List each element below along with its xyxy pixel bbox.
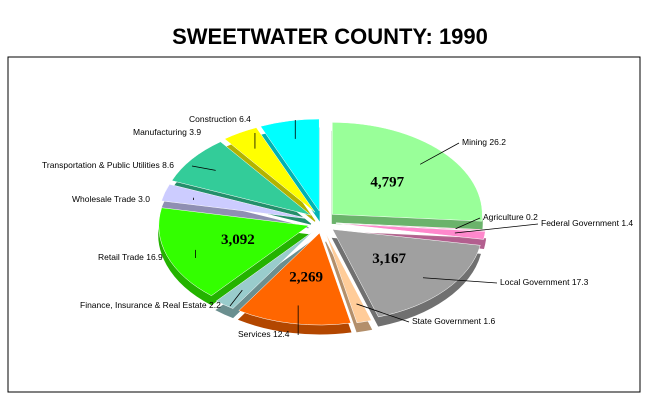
slice-label: Finance, Insurance & Real Estate 2.2 [80, 300, 221, 310]
count-label: 3,167 [372, 251, 406, 267]
chart-title: SWEETWATER COUNTY: 1990 [172, 24, 488, 49]
slice-label: Local Government 17.3 [500, 277, 589, 287]
slice-label: State Government 1.6 [412, 316, 495, 326]
slice-value: 17.3 [572, 277, 589, 287]
leader-line [454, 223, 539, 234]
category-name: State Government [412, 316, 482, 326]
category-name: Agriculture [483, 212, 524, 222]
slice-value: 6.4 [239, 114, 251, 124]
slice-label: Services 12.4 [238, 329, 290, 339]
slice-value: 3.9 [189, 127, 201, 137]
slice [161, 184, 309, 220]
slice [158, 207, 310, 296]
category-name: Local Government [500, 277, 570, 287]
slice-value: 16.9 [146, 252, 163, 262]
slice-value: 0.2 [526, 212, 538, 222]
count-label: 3,092 [221, 232, 255, 248]
category-name: Finance, Insurance & Real Estate [80, 300, 207, 310]
leader-line [356, 303, 410, 323]
slice-value: 1.4 [621, 218, 633, 228]
leader-line [419, 142, 460, 165]
slice [325, 232, 372, 324]
slice [171, 141, 312, 216]
slice-value: 8.6 [162, 160, 174, 170]
slice-value: 12.4 [273, 329, 290, 339]
leader-line [191, 165, 216, 171]
category-name: Construction [189, 114, 237, 124]
leader-line [229, 289, 243, 307]
category-name: Retail Trade [98, 252, 144, 262]
slice [332, 122, 483, 222]
frame [7, 56, 641, 393]
slice [224, 127, 316, 213]
slice-label: Retail Trade 16.9 [98, 252, 163, 262]
slice [238, 232, 352, 326]
slice-label: Manufacturing 3.9 [133, 127, 201, 137]
slice-label: Agriculture 0.2 [483, 212, 538, 222]
slice-label: Transportation & Public Utilities 8.6 [42, 160, 174, 170]
slice-value: 2.2 [209, 300, 221, 310]
leader-line [422, 277, 498, 284]
category-name: Wholesale Trade [72, 194, 136, 204]
slice [260, 118, 320, 212]
slice-label: Federal Government 1.4 [541, 218, 633, 228]
count-label: 2,269 [289, 270, 323, 286]
category-name: Transportation & Public Utilities [42, 160, 160, 170]
category-name: Mining [462, 137, 487, 147]
category-name: Federal Government [541, 218, 620, 228]
slice-value: 3.0 [138, 194, 150, 204]
slice-label: Construction 6.4 [189, 114, 251, 124]
slice [332, 229, 481, 318]
slice [215, 230, 314, 309]
slice-value: 1.6 [483, 316, 495, 326]
slice [335, 223, 486, 240]
slice-label: Mining 26.2 [462, 137, 506, 147]
category-name: Services [238, 329, 271, 339]
leader-line [455, 217, 481, 230]
category-name: Manufacturing [133, 127, 187, 137]
slice-value: 26.2 [489, 137, 506, 147]
count-label: 4,797 [370, 175, 404, 191]
slice-label: Wholesale Trade 3.0 [72, 194, 150, 204]
